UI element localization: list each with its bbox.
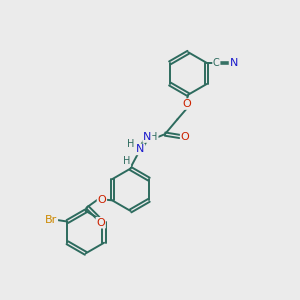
Text: O: O — [181, 132, 189, 142]
Text: N: N — [230, 58, 238, 68]
Text: O: O — [98, 195, 106, 205]
Text: O: O — [182, 99, 191, 109]
Text: C: C — [213, 58, 220, 68]
Text: O: O — [96, 218, 105, 228]
Text: H: H — [127, 139, 134, 149]
Text: H: H — [150, 132, 158, 142]
Text: Br: Br — [45, 215, 57, 225]
Text: H: H — [123, 156, 130, 166]
Text: N: N — [136, 144, 145, 154]
Text: N: N — [143, 132, 152, 142]
